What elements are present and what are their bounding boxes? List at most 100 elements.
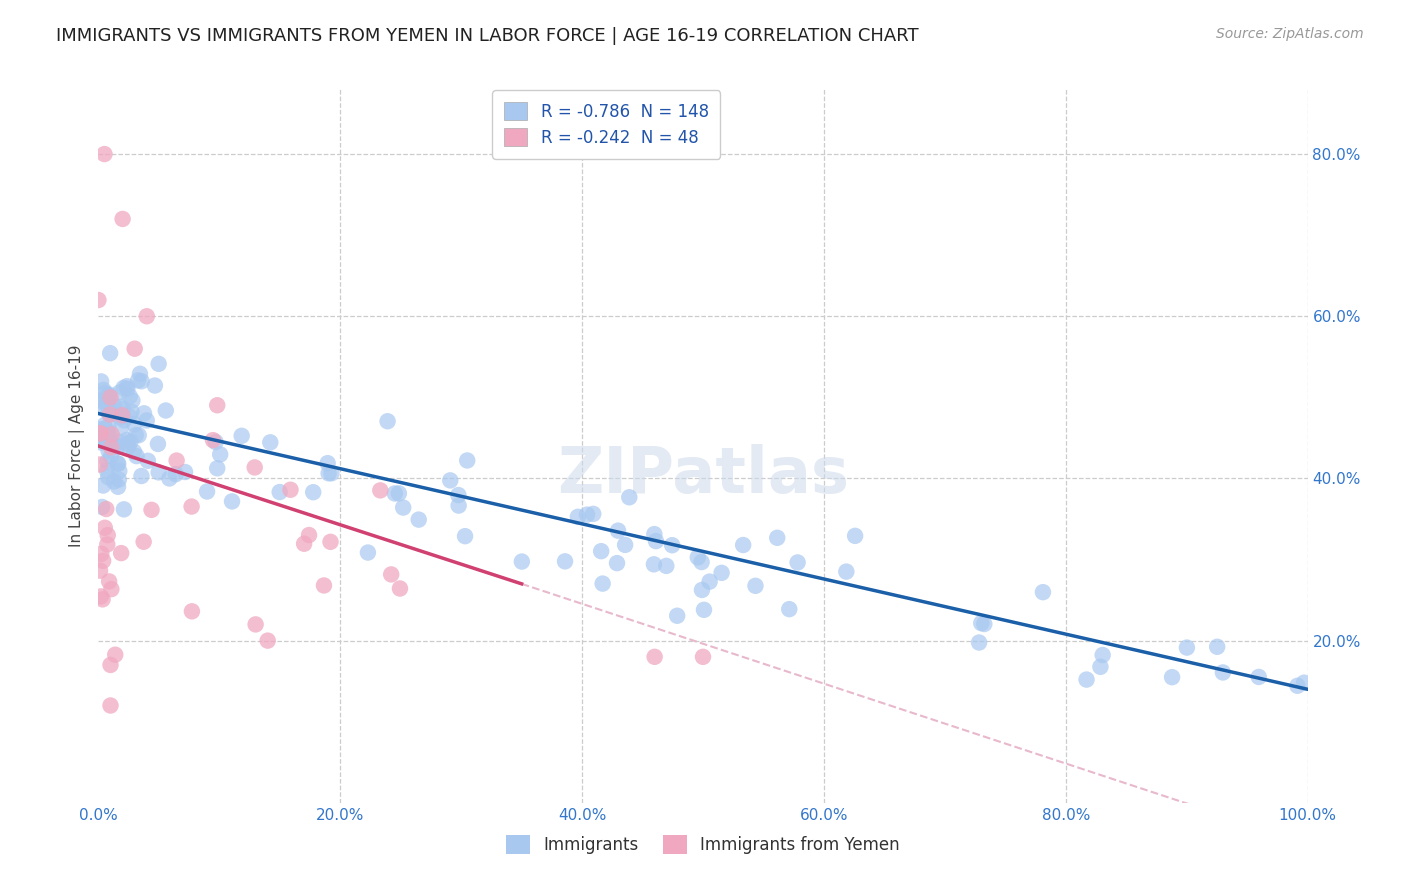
Point — [111, 211, 134, 226]
Point — [94, 386, 117, 401]
Point — [766, 531, 789, 545]
Point — [110, 420, 132, 434]
Point — [454, 529, 477, 543]
Point — [96, 537, 118, 551]
Point — [1175, 640, 1198, 655]
Point — [582, 507, 605, 521]
Point — [319, 534, 342, 549]
Point — [93, 418, 115, 433]
Point — [90, 547, 112, 561]
Point — [91, 592, 114, 607]
Point — [96, 393, 118, 408]
Point — [100, 449, 122, 463]
Point — [1206, 640, 1229, 654]
Point — [98, 434, 121, 448]
Point — [96, 502, 118, 516]
Point — [1032, 585, 1054, 599]
Point — [110, 546, 132, 560]
Point — [122, 444, 145, 458]
Point — [690, 582, 713, 597]
Point — [103, 438, 125, 452]
Point — [690, 555, 713, 569]
Point — [111, 402, 134, 417]
Point — [104, 648, 127, 662]
Point — [967, 635, 990, 649]
Point — [384, 486, 406, 500]
Point — [155, 403, 177, 417]
Point — [89, 564, 111, 578]
Point — [107, 457, 129, 471]
Point — [108, 473, 131, 487]
Point — [90, 430, 112, 444]
Point — [447, 488, 470, 502]
Point — [97, 389, 120, 403]
Point — [786, 556, 808, 570]
Point — [644, 649, 666, 664]
Point — [103, 475, 125, 489]
Point — [357, 545, 380, 559]
Point — [108, 464, 131, 478]
Point — [606, 556, 628, 570]
Point — [90, 426, 112, 441]
Point — [166, 453, 188, 467]
Point — [93, 401, 115, 415]
Point — [1286, 679, 1309, 693]
Point — [103, 407, 125, 421]
Point — [456, 453, 478, 467]
Point — [93, 396, 115, 410]
Point — [121, 393, 143, 408]
Point — [1161, 670, 1184, 684]
Point — [643, 527, 665, 541]
Point — [108, 435, 131, 450]
Point — [100, 698, 122, 713]
Point — [1091, 648, 1114, 662]
Point — [377, 414, 399, 428]
Point — [89, 426, 111, 441]
Point — [91, 554, 114, 568]
Point — [380, 567, 402, 582]
Point — [105, 440, 128, 454]
Point — [128, 428, 150, 442]
Point — [645, 534, 668, 549]
Point — [97, 395, 120, 409]
Point — [201, 433, 224, 447]
Point — [146, 437, 169, 451]
Point — [127, 373, 149, 387]
Point — [117, 439, 139, 453]
Point — [112, 413, 135, 427]
Point — [91, 478, 114, 492]
Point — [112, 381, 135, 395]
Point — [195, 484, 218, 499]
Point — [312, 578, 335, 592]
Point — [973, 617, 995, 632]
Point — [392, 500, 415, 515]
Point — [245, 617, 267, 632]
Point — [89, 434, 111, 448]
Point — [94, 521, 117, 535]
Point — [90, 375, 112, 389]
Point — [204, 435, 226, 450]
Point — [221, 494, 243, 508]
Text: IMMIGRANTS VS IMMIGRANTS FROM YEMEN IN LABOR FORCE | AGE 16-19 CORRELATION CHART: IMMIGRANTS VS IMMIGRANTS FROM YEMEN IN L… — [56, 27, 920, 45]
Point — [744, 579, 766, 593]
Point — [98, 574, 121, 589]
Point — [89, 458, 111, 472]
Point — [302, 485, 325, 500]
Point — [100, 432, 122, 446]
Point — [124, 342, 146, 356]
Point — [844, 529, 866, 543]
Point — [165, 467, 187, 482]
Point — [100, 390, 122, 404]
Point — [280, 483, 302, 497]
Point — [439, 474, 461, 488]
Point — [107, 457, 129, 471]
Point — [108, 410, 131, 425]
Point — [125, 449, 148, 463]
Point — [292, 537, 315, 551]
Point — [131, 469, 153, 483]
Point — [98, 387, 121, 401]
Point — [259, 435, 281, 450]
Point — [686, 550, 709, 565]
Point — [115, 379, 138, 393]
Point — [93, 147, 115, 161]
